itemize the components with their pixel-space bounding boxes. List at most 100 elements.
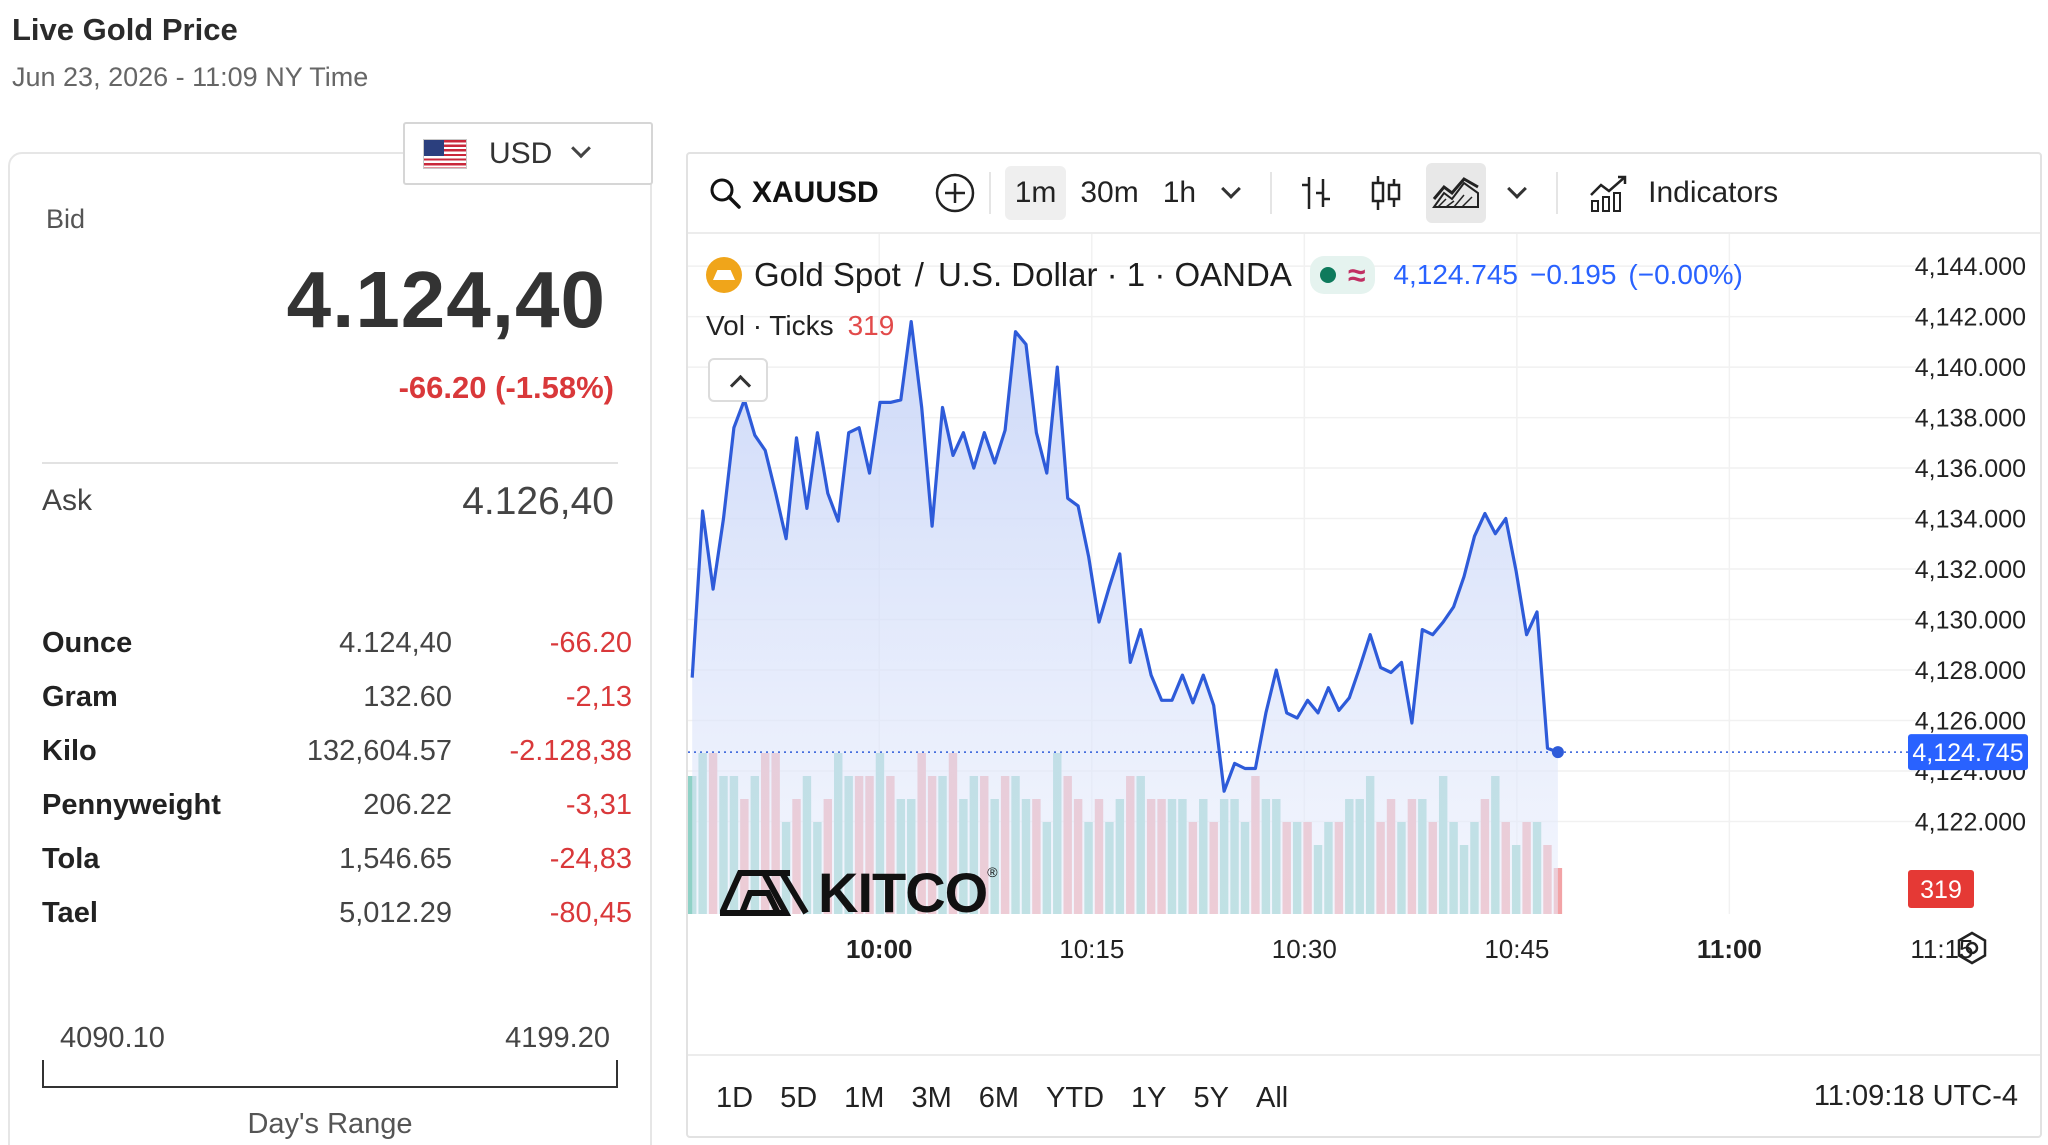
ask-label: Ask	[42, 484, 93, 517]
gold-bars-icon	[706, 257, 742, 293]
chevron-down-icon	[571, 137, 592, 158]
kitco-watermark: KITCO ®	[720, 860, 998, 925]
legend-instrument: Gold Spot	[754, 256, 901, 293]
volume-tag	[1908, 870, 1974, 908]
market-status-badge[interactable]: ≈	[1309, 256, 1376, 294]
period-button-1m[interactable]: 1M	[844, 1081, 885, 1114]
wave-icon: ≈	[1347, 256, 1366, 293]
legend-separator: /	[914, 256, 924, 293]
price-chart[interactable]: 4,144.000 4,142.000 4,140.000 4,138.000 4,13…	[688, 234, 2042, 1054]
x-tick-label: 10:15	[1059, 934, 1124, 964]
currency-select[interactable]: USD	[403, 122, 653, 185]
y-tick-label: 4,130.000	[1915, 607, 2026, 635]
interval-dropdown-icon[interactable]	[1221, 179, 1242, 199]
y-tick-label: 4,136.000	[1915, 455, 2026, 483]
indicators-button[interactable]: Indicators	[1588, 173, 1778, 213]
kitco-wordmark: KITCO	[818, 861, 988, 924]
unit-price: 4.124,40	[339, 626, 452, 659]
volume-legend-value: 319	[847, 310, 895, 341]
last-price-tag	[1908, 734, 2028, 771]
bar-chart-style-icon[interactable]	[1286, 163, 1346, 223]
period-button-1y[interactable]: 1Y	[1131, 1081, 1167, 1114]
unit-change: -66.20	[549, 626, 632, 659]
period-button-ytd[interactable]: YTD	[1046, 1081, 1105, 1114]
x-tick-label: 10:45	[1484, 934, 1549, 964]
last-price-tag-label: 4,124.745	[1912, 739, 2023, 767]
chart-toolbar: XAUUSD 1m 30m 1h Indicators	[688, 154, 2040, 234]
volume-legend-label: Vol · Ticks	[706, 310, 834, 341]
unit-price: 1,546.65	[339, 842, 452, 875]
candlestick-style-icon[interactable]	[1356, 163, 1416, 223]
page-title: Live Gold Price	[12, 12, 238, 47]
volume-bar	[1553, 868, 1563, 914]
bid-label: Bid	[46, 204, 86, 234]
last-price-dot	[1551, 746, 1564, 759]
unit-unit: Pennyweight	[42, 788, 221, 821]
volume-tag-label: 319	[1920, 876, 1962, 904]
toolbar-separator	[1270, 172, 1273, 214]
unit-unit: Kilo	[42, 734, 97, 767]
range-low: 4090.10	[60, 1022, 165, 1054]
period-selector: 1D 5D 1M 3M 6M YTD 1Y 5Y All	[688, 1054, 2040, 1136]
period-button-6m[interactable]: 6M	[978, 1081, 1020, 1114]
interval-1m-button[interactable]: 1m	[1004, 166, 1067, 220]
unit-row-ounce: Ounce 4.124,40 -66.20	[42, 616, 632, 670]
symbol-search[interactable]: XAUUSD	[708, 176, 879, 210]
indicators-label: Indicators	[1648, 176, 1779, 209]
legend-values: 4,124.745 −0.195 (−0.00%)	[1393, 259, 1754, 291]
period-button-5d[interactable]: 5D	[780, 1081, 818, 1114]
unit-price: 132.60	[363, 680, 452, 713]
interval-1h-button[interactable]: 1h	[1162, 176, 1197, 209]
unit-change: -3,31	[565, 788, 632, 821]
registered-mark: ®	[987, 864, 998, 880]
period-button-1d[interactable]: 1D	[716, 1081, 754, 1114]
unit-price: 5,012.29	[339, 896, 452, 929]
unit-change: -24,83	[549, 842, 632, 875]
unit-row-tola: Tola 1,546.65 -24,83	[42, 832, 632, 886]
range-bar	[42, 1060, 618, 1088]
period-button-all[interactable]: All	[1256, 1081, 1289, 1114]
legend-currency: U.S. Dollar · 1 · OANDA	[937, 256, 1292, 293]
unit-row-tael: Tael 5,012.29 -80,45	[42, 886, 632, 940]
unit-price: 132,604.57	[306, 734, 452, 767]
period-button-5y[interactable]: 5Y	[1193, 1081, 1230, 1114]
search-icon	[710, 178, 741, 209]
bid-value: 4.124,40	[286, 255, 606, 344]
indicators-icon	[1590, 175, 1627, 212]
compare-add-icon[interactable]	[935, 173, 975, 213]
legend-change: −0.195	[1529, 259, 1617, 290]
toolbar-separator	[1556, 172, 1559, 214]
legend-last: 4,124.745	[1393, 259, 1518, 290]
chart-style-dropdown-icon[interactable]	[1507, 179, 1528, 199]
unit-unit: Tael	[42, 896, 98, 929]
range-label: Day's Range	[247, 1108, 413, 1140]
area-style-icon[interactable]	[1426, 163, 1487, 223]
price-scale	[1916, 234, 2040, 974]
range-high: 4199.20	[505, 1022, 610, 1054]
toolbar-separator	[988, 172, 991, 214]
unit-change: -80,45	[549, 896, 632, 929]
period-button-3m[interactable]: 3M	[911, 1081, 952, 1114]
currency-label: USD	[489, 136, 553, 170]
unit-row-kilo: Kilo 132,604.57 -2.128,38	[42, 724, 632, 778]
collapse-legend-button[interactable]	[708, 358, 768, 402]
interval-30m-button[interactable]: 30m	[1080, 176, 1139, 209]
y-tick-label: 4,132.000	[1915, 556, 2026, 584]
x-tick-label: 10:30	[1272, 934, 1337, 964]
unit-row-pennyweight: Pennyweight 206.22 -3,31	[42, 778, 632, 832]
y-tick-label: 4,144.000	[1915, 253, 2026, 281]
unit-unit: Tola	[42, 842, 100, 875]
unit-price-table: Ounce 4.124,40 -66.20 Gram 132.60 -2,13 Kilo 13…	[42, 616, 632, 940]
unit-change: -2,13	[565, 680, 632, 713]
y-tick-label: 4,140.000	[1915, 354, 2026, 382]
gold-price-panel: Bid 4.124,40 -66.20 (-1.58%) Ask 4.126,4…	[8, 152, 652, 1145]
y-tick-label: 4,126.000	[1915, 707, 2026, 735]
divider	[42, 462, 618, 464]
ask-value: 4.126,40	[462, 480, 614, 523]
chart-settings-icon[interactable]	[1957, 931, 1987, 965]
unit-row-gram: Gram 132.60 -2,13	[42, 670, 632, 724]
kitco-logo-icon	[720, 869, 809, 916]
chart-panel: XAUUSD 1m 30m 1h Indicators 4,144.000 4,1…	[686, 152, 2042, 1138]
symbol-label: XAUUSD	[752, 176, 879, 209]
unit-price: 206.22	[363, 788, 452, 821]
